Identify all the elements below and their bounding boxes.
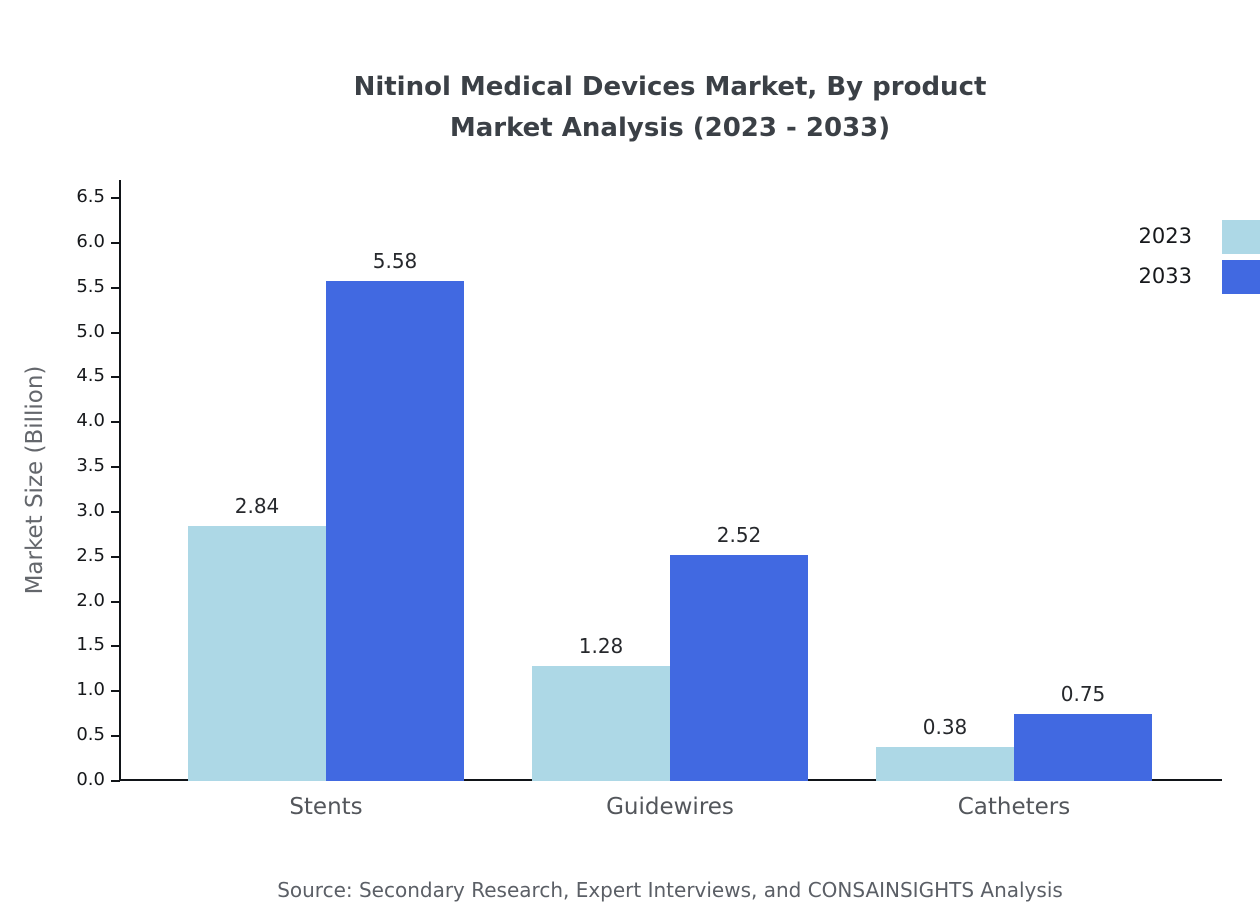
y-tick-mark [111,376,120,379]
y-tick-mark [111,510,120,513]
category-label-catheters: Catheters [957,794,1071,820]
bar-2033-stents [326,280,464,781]
y-tick-mark [111,555,120,558]
bar-value-label: 2.84 [234,494,280,519]
chart-title: Nitinol Medical Devices Market, By produ… [353,72,987,144]
bar-2033-catheters [1014,713,1152,781]
bar-value-label: 1.28 [578,634,624,659]
legend-swatch-2033 [1222,260,1260,294]
y-tick-mark [111,600,120,603]
y-tick-mark [111,690,120,693]
bar-value-label: 2.52 [716,522,762,547]
bar-value-label: 5.58 [372,248,418,273]
y-tick-label: 4.5 [76,365,105,387]
bar-value-label: 0.38 [922,714,968,739]
bar-2023-stents [188,526,326,781]
y-tick-label: 1.0 [76,679,105,701]
category-label-stents: Stents [289,794,363,820]
bar-2033-guidewires [670,554,808,781]
y-tick-mark [111,466,120,469]
category-label-guidewires: Guidewires [606,794,734,820]
y-tick-label: 5.0 [76,320,105,342]
y-tick-mark [111,241,120,244]
source-note: Source: Secondary Research, Expert Inter… [277,878,1063,902]
bar-2023-guidewires [532,666,670,781]
y-tick-label: 2.0 [76,589,105,611]
y-tick-mark [111,286,120,289]
legend-swatch-2023 [1222,220,1260,254]
y-tick-label: 4.0 [76,410,105,432]
y-tick-label: 3.5 [76,455,105,477]
bar-value-label: 0.75 [1060,681,1106,706]
y-tick-label: 6.5 [76,186,105,207]
y-tick-label: 0.0 [76,769,105,790]
y-tick-mark [111,421,120,424]
y-tick-label: 0.5 [76,724,105,746]
y-tick-label: 3.0 [76,499,105,521]
y-tick-label: 6.0 [76,230,105,252]
y-tick-mark [111,331,120,334]
y-tick-mark [111,735,120,738]
legend-label-2033: 2033 [1138,264,1192,288]
y-tick-label: 5.5 [76,275,105,297]
y-tick-label: 1.5 [76,634,105,656]
y-axis-line [119,180,121,781]
y-tick-mark [111,645,120,648]
y-tick-mark [111,780,120,782]
bar-2023-catheters [876,746,1014,781]
legend-label-2023: 2023 [1138,224,1192,248]
y-tick-label: 2.5 [76,544,105,566]
y-tick-mark [111,197,120,199]
